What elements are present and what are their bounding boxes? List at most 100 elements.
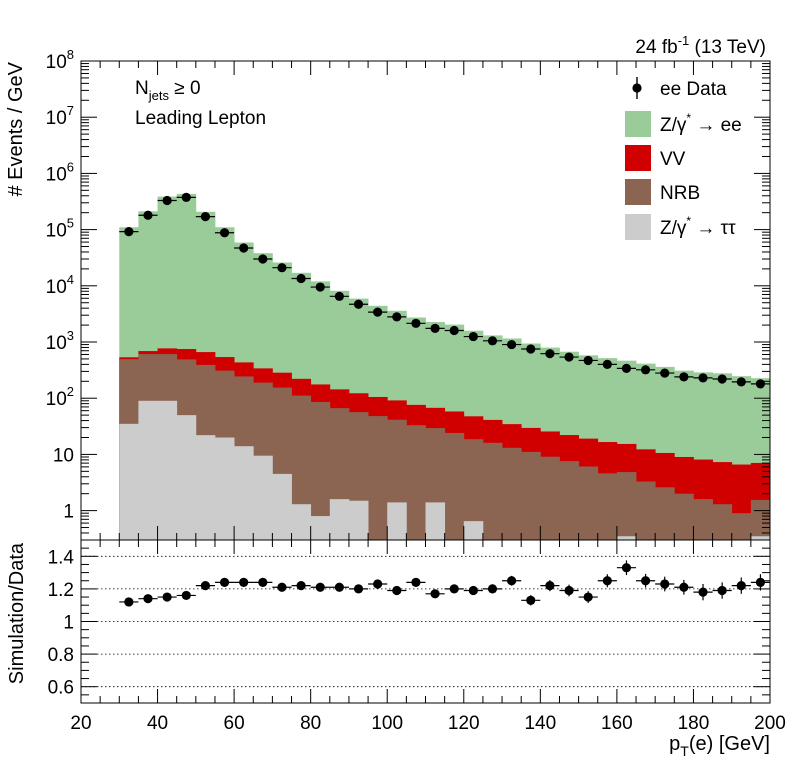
top-y-tick-labels: 1 10 102 103 104 105 106 107 108 <box>46 47 74 523</box>
data-point <box>200 212 211 222</box>
bar-nrb-20 <box>502 447 522 540</box>
top-ytick-label: 1 <box>63 502 74 523</box>
data-point <box>277 263 287 273</box>
stacked-histograms <box>119 193 770 545</box>
ratio-point <box>526 595 536 605</box>
xtick-label: 40 <box>147 713 168 734</box>
top-ylabel: # Events / GeV <box>5 61 27 196</box>
data-point <box>353 299 364 309</box>
ratio-points <box>119 560 770 607</box>
bar-z-25 <box>598 540 618 545</box>
bar-nrb-32 <box>731 513 752 540</box>
ratio-point <box>640 576 651 586</box>
bar-z-10 <box>310 516 331 540</box>
bar-nrb-31 <box>712 504 733 540</box>
bar-z-2 <box>157 400 178 540</box>
bar-nrb-26 <box>616 472 637 540</box>
data-point <box>679 372 689 382</box>
xtick-label: 100 <box>371 713 403 734</box>
bar-nrb-27 <box>636 481 656 540</box>
bar-nrb-9 <box>291 395 312 540</box>
ratio-point <box>411 577 421 587</box>
ratio-point <box>717 585 727 596</box>
ratio-point <box>143 594 153 604</box>
data-point <box>373 307 383 317</box>
ratio-point <box>545 581 555 591</box>
ratio-ytick-label: 1.4 <box>48 547 75 568</box>
data-point <box>564 352 574 362</box>
bar-nrb-15 <box>406 425 426 540</box>
bar-nrb-24 <box>578 466 599 540</box>
legend-label: VV <box>660 149 686 170</box>
data-point <box>507 339 517 350</box>
ratio-point <box>602 576 612 586</box>
bar-z-19 <box>483 540 503 545</box>
data-point <box>698 373 708 383</box>
top-ytick-label: 103 <box>46 328 74 354</box>
selection-annotation: Leading Lepton <box>135 108 266 129</box>
xtick-label: 120 <box>448 713 480 734</box>
legend-data-marker <box>632 83 642 93</box>
top-ytick-label: 107 <box>46 103 74 129</box>
bar-z-1 <box>138 400 158 540</box>
ratio-ytick-label: 0.6 <box>48 678 74 699</box>
bar-nrb-28 <box>655 487 675 540</box>
ratio-point <box>507 576 517 586</box>
xtick-label: 160 <box>601 713 633 734</box>
data-point <box>545 349 555 359</box>
bar-nrb-33 <box>750 499 770 540</box>
bar-z-28 <box>655 540 675 545</box>
bar-z-6 <box>234 446 254 540</box>
data-point <box>640 365 651 375</box>
bar-nrb-25 <box>597 473 618 540</box>
ratio-point <box>296 581 306 591</box>
bar-z-8 <box>272 473 292 540</box>
bar-z-21 <box>521 540 541 545</box>
bar-z-18 <box>463 521 484 540</box>
data-point <box>583 355 593 366</box>
data-point <box>755 379 766 389</box>
legend-label: Z/γ* → ττ <box>660 214 736 239</box>
ratio-point <box>392 585 402 596</box>
ratio-point <box>334 582 344 592</box>
data-point <box>449 325 459 336</box>
bar-nrb-29 <box>674 493 694 540</box>
data-point <box>258 254 268 264</box>
data-point <box>315 282 325 292</box>
data-point <box>487 336 498 346</box>
bar-nrb-19 <box>482 442 503 540</box>
top-ytick-label: 10 <box>53 445 74 466</box>
bar-nrb-23 <box>559 461 580 540</box>
bar-z-4 <box>195 435 216 540</box>
xtick-label: 180 <box>678 713 710 734</box>
ratio-point <box>487 584 498 594</box>
ratio-point <box>698 587 708 597</box>
data-point <box>143 210 153 220</box>
njets-annotation: Njets ≥ 0 <box>135 78 201 103</box>
data-point <box>181 192 191 202</box>
data-point <box>526 344 536 354</box>
legend-swatch <box>625 145 651 171</box>
bar-nrb-10 <box>310 401 331 540</box>
bar-z-20 <box>502 540 522 545</box>
ratio-point <box>181 590 191 601</box>
ratio-ytick-label: 1.2 <box>48 580 74 601</box>
bar-z-13 <box>368 540 388 545</box>
legend: ee Data Z/γ* → ee VV NRB Z/γ* → ττ <box>625 77 742 240</box>
bar-nrb-21 <box>521 451 541 540</box>
top-ytick-label: 108 <box>46 47 74 73</box>
top-ytick-label: 106 <box>46 159 74 185</box>
bar-nrb-30 <box>693 499 713 540</box>
ratio-y-ticks <box>81 539 770 704</box>
ratio-point <box>564 585 574 596</box>
ratio-ytick-label: 0.8 <box>48 645 74 666</box>
ratio-point <box>583 592 593 602</box>
xtick-label: 140 <box>524 713 556 734</box>
data-point <box>296 273 306 284</box>
top-ytick-label: 104 <box>46 272 74 298</box>
xtick-label: 20 <box>70 713 91 734</box>
bar-z-24 <box>579 540 599 545</box>
legend-swatch <box>625 179 651 205</box>
data-point <box>219 228 230 238</box>
